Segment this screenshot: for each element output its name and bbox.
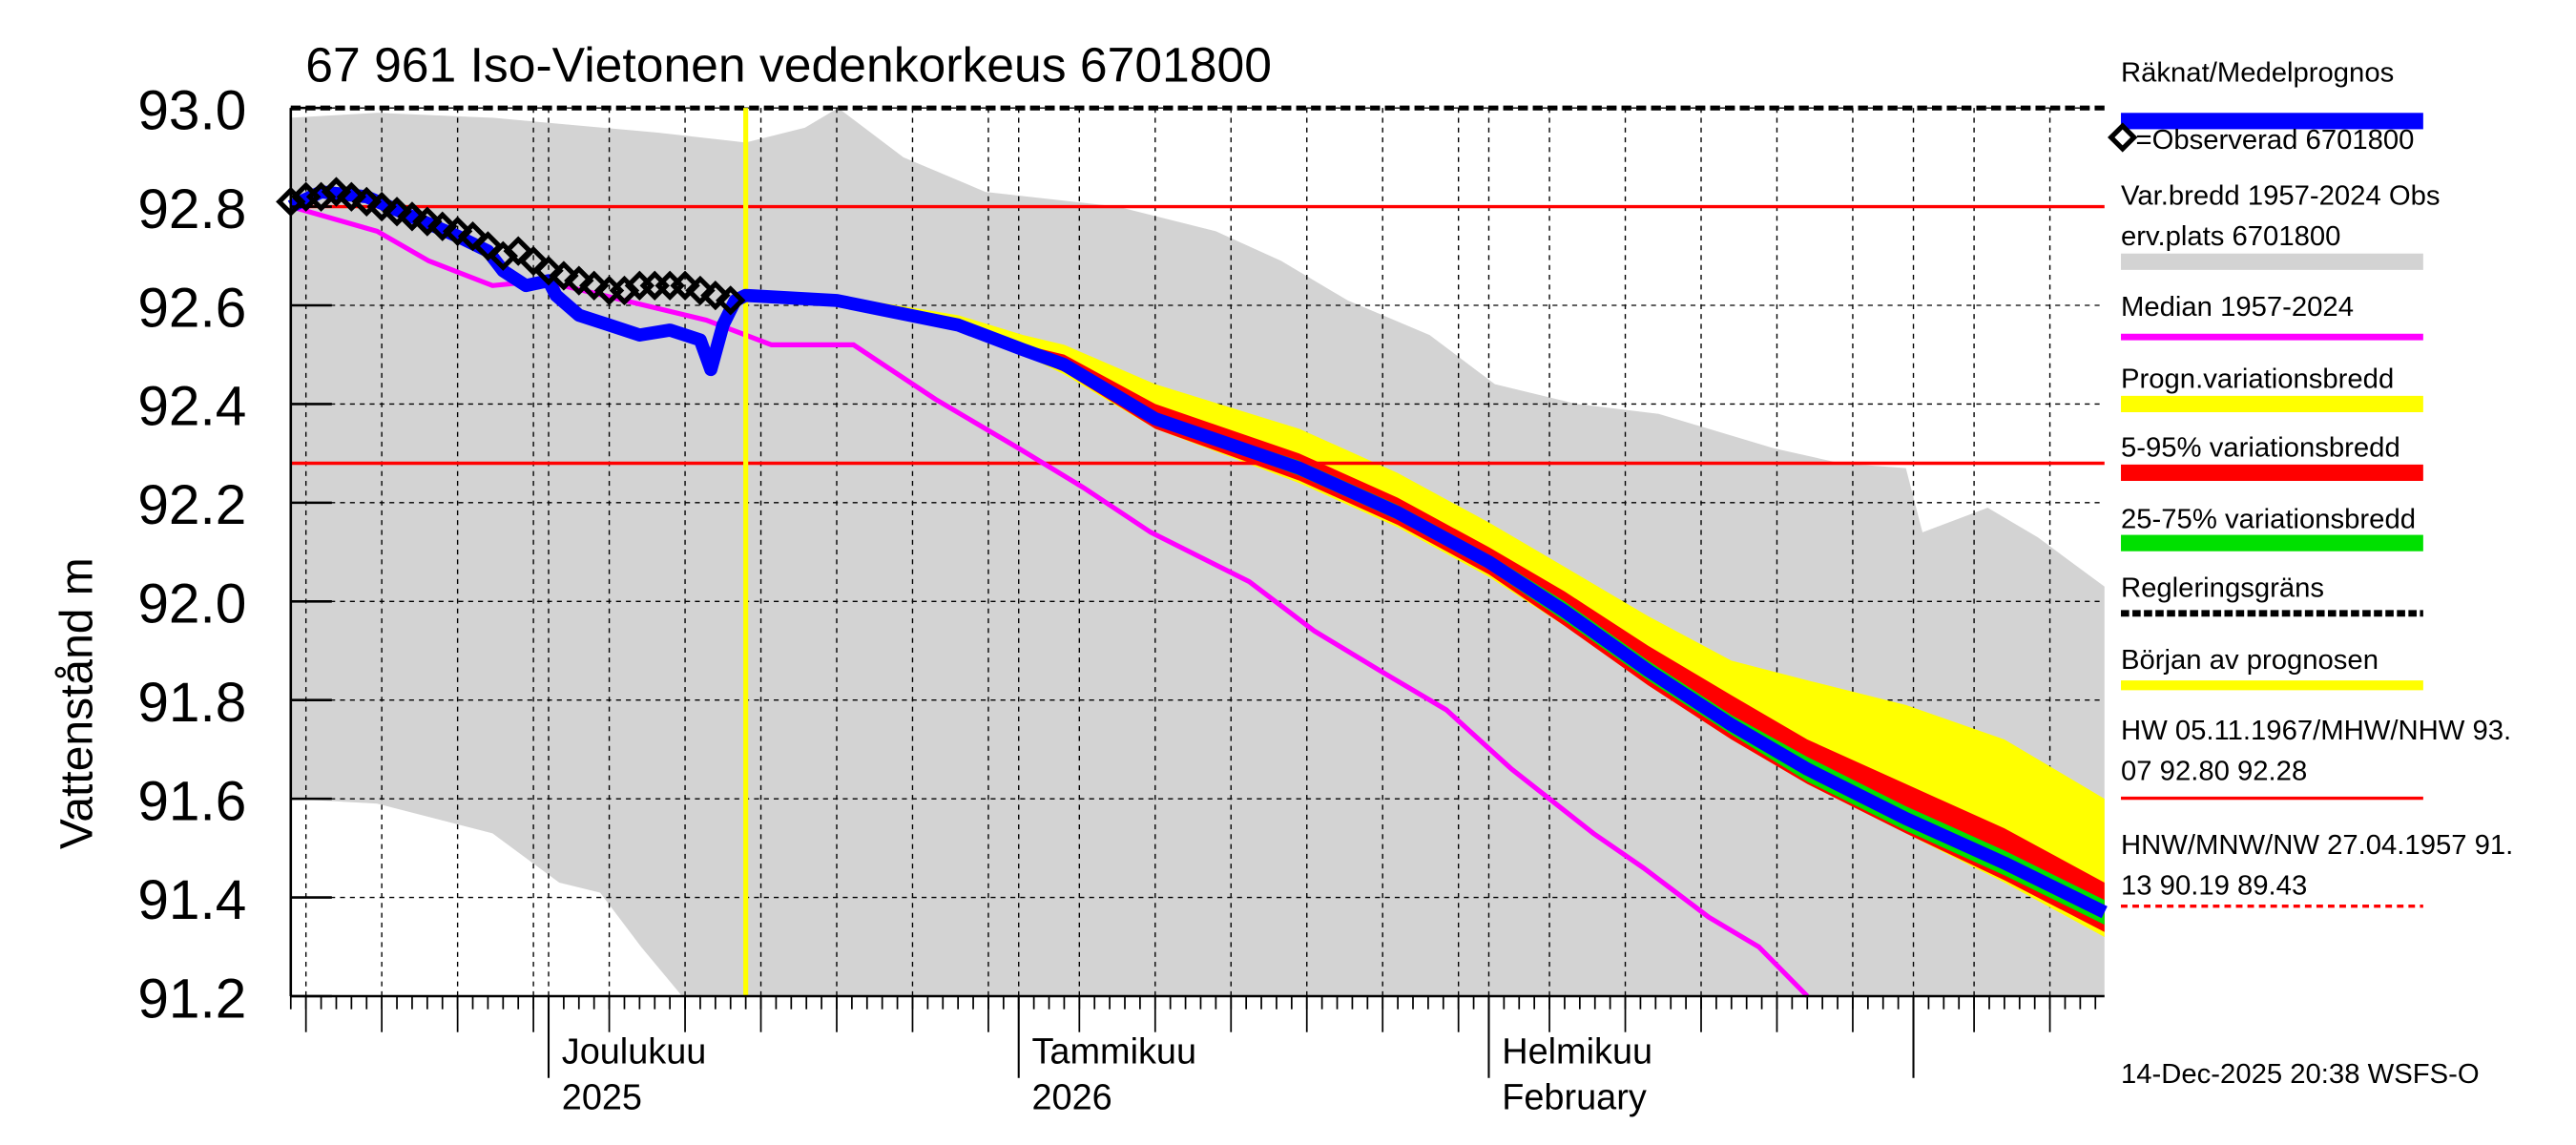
observed-point	[593, 275, 625, 306]
year-label: 2026	[1032, 1077, 1112, 1117]
legend-label: Början av prognosen	[2121, 645, 2379, 676]
legend-label: 25-75% variationsbredd	[2121, 505, 2416, 535]
legend-label: Median 1957-2024	[2121, 292, 2354, 323]
observed-point	[290, 181, 322, 212]
legend: Räknat/Medelprognos =Observerad 6701800 Va…	[2108, 58, 2513, 908]
y-tick-label: 92.4	[137, 376, 246, 438]
legend-swatch	[2121, 253, 2423, 270]
observed-point	[639, 270, 670, 301]
y-tick-label: 92.6	[137, 277, 246, 339]
legend-swatch	[2121, 113, 2423, 130]
y-tick-label: 92.8	[137, 178, 246, 240]
legend-label: HNW/MNW/NW 27.04.1957 91.	[2121, 830, 2513, 861]
legend-label: HW 05.11.1967/MHW/NHW 93.	[2121, 716, 2511, 746]
legend-label: 5-95% variationsbredd	[2121, 432, 2400, 463]
legend-label: erv.plats 6701800	[2121, 221, 2340, 252]
month-label: Joulukuu	[562, 1031, 707, 1072]
observed-point	[654, 270, 685, 301]
observed-point	[624, 270, 655, 301]
legend-label: 13 90.19 89.43	[2121, 871, 2307, 902]
y-axis-label: Vattenstånd m	[51, 557, 102, 849]
month-label: Helmikuu	[1502, 1031, 1652, 1072]
legend-swatch	[2121, 464, 2423, 481]
legend-label: Regleringsgräns	[2121, 573, 2324, 604]
legend-label: Var.bredd 1957-2024 Obs	[2121, 180, 2440, 211]
y-tick-label: 91.4	[137, 869, 246, 931]
legend-label: 07 92.80 92.28	[2121, 757, 2307, 787]
observed-point	[716, 285, 746, 316]
y-tick-label: 91.2	[137, 968, 246, 1030]
year-label: 2025	[562, 1077, 642, 1117]
y-tick-labels: 91.2 91.4 91.6 91.8 92.0 92.2 92.4 92.6 92.8 93.0	[137, 80, 332, 1030]
y-tick-label: 91.8	[137, 672, 246, 734]
x-month-labels: Joulukuu 2025 Tammikuu 2026 Helmikuu February	[562, 1031, 1652, 1117]
y-tick-label: 92.2	[137, 474, 246, 536]
y-tick-label: 91.6	[137, 771, 246, 833]
y-tick-label: 93.0	[137, 80, 246, 142]
month-label: Tammikuu	[1032, 1031, 1197, 1072]
historical-range-band	[290, 108, 2105, 996]
chart-title: 67 961 Iso-Vietonen vedenkorkeus 6701800	[305, 37, 1272, 93]
y-tick-label: 92.0	[137, 573, 246, 635]
legend-label: =Observerad 6701800	[2136, 125, 2415, 156]
legend-label: Progn.variationsbredd	[2121, 364, 2394, 394]
legend-swatch	[2121, 534, 2423, 552]
legend-swatch	[2121, 395, 2423, 412]
legend-label: Räknat/Medelprognos	[2121, 58, 2394, 89]
legend-diamond-icon	[2108, 122, 2138, 153]
year-label: February	[1502, 1077, 1647, 1117]
plot-area	[276, 105, 2108, 1078]
timestamp: 14-Dec-2025 20:38 WSFS-O	[2121, 1059, 2480, 1090]
